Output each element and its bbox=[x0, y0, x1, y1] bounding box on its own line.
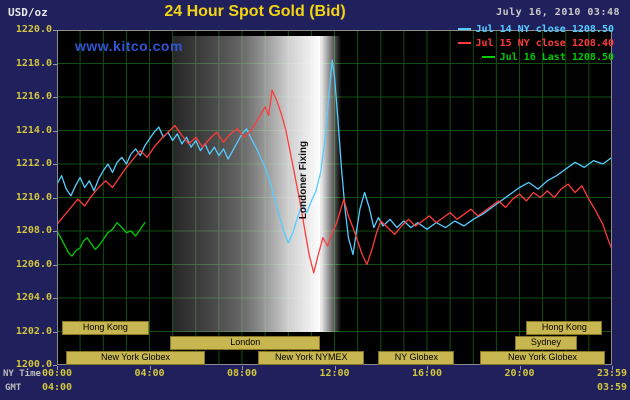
x-axis-tick bbox=[57, 366, 58, 370]
y-axis-label: 1200.0 bbox=[15, 359, 52, 370]
chart-title: 24 Hour Spot Gold (Bid) bbox=[164, 3, 346, 20]
x-axis-label: 20:00 bbox=[504, 368, 535, 379]
x-axis-label: 16:00 bbox=[411, 368, 443, 379]
gmt-row-label: GMT bbox=[5, 383, 22, 393]
chart-datetime: July 16, 2010 03:48 bbox=[496, 7, 620, 18]
x-axis-tick bbox=[149, 366, 151, 370]
x-axis-tick bbox=[519, 366, 521, 370]
plot-area: Londoner Fixing www.kitco.com Hong Kong H… bbox=[57, 30, 612, 365]
y-axis-label: 1206.0 bbox=[15, 258, 52, 270]
y-axis-label: 1208.0 bbox=[15, 225, 52, 236]
y-axis-tick bbox=[53, 97, 57, 98]
legend-item-1: Jul 15 NY close 1208.40 bbox=[457, 36, 614, 50]
x-axis-tick bbox=[612, 366, 613, 370]
y-axis-tick bbox=[53, 30, 57, 31]
london-fixing-label: Londoner Fixing bbox=[298, 141, 309, 219]
y-axis-label: 1216.0 bbox=[15, 91, 52, 102]
y-axis-label: 1210.0 bbox=[15, 191, 52, 203]
legend-item-0: Jul 14 NY close 1208.50 bbox=[457, 22, 614, 36]
chart-canvas: Londoner Fixing bbox=[57, 30, 612, 365]
x-axis-tick bbox=[334, 366, 336, 370]
x-axis-tick bbox=[242, 366, 243, 370]
session-band-new-york-globex: New York Globex bbox=[480, 351, 605, 365]
kitco-watermark: www.kitco.com bbox=[75, 38, 183, 54]
series-line-2 bbox=[57, 221, 146, 257]
x-axis-label: 04:00 bbox=[134, 368, 165, 379]
y-axis-label: 1218.0 bbox=[15, 57, 52, 69]
legend-line-marker bbox=[481, 56, 495, 58]
x-axis-tick bbox=[427, 366, 428, 370]
session-band-ny-globex: NY Globex bbox=[378, 351, 455, 365]
session-band-hong-kong: Hong Kong bbox=[526, 321, 603, 335]
session-band-new-york-globex: New York Globex bbox=[66, 351, 205, 365]
session-band-new-york-nymex: New York NYMEX bbox=[258, 351, 365, 365]
y-axis-label: 1202.0 bbox=[15, 325, 52, 337]
y-axis-unit-label: USD/oz bbox=[8, 6, 48, 19]
session-band-hong-kong: Hong Kong bbox=[61, 321, 150, 335]
y-axis-tick bbox=[53, 164, 57, 165]
y-axis-tick bbox=[53, 365, 57, 366]
x-axis-label: 08:00 bbox=[226, 368, 258, 379]
legend-label: Jul 15 NY close 1208.40 bbox=[475, 37, 614, 49]
legend-item-2: Jul 16 Last 1208.50 bbox=[458, 50, 614, 64]
y-axis-tick bbox=[53, 231, 57, 232]
session-band-sydney: Sydney bbox=[514, 336, 577, 350]
london-band-fade bbox=[320, 36, 342, 332]
y-axis-tick bbox=[53, 197, 57, 199]
y-axis-tick bbox=[53, 130, 57, 132]
y-axis-tick bbox=[53, 298, 57, 299]
legend-label: Jul 16 Last 1208.50 bbox=[499, 51, 614, 63]
legend-line-marker bbox=[457, 42, 471, 44]
y-axis-tick bbox=[53, 63, 57, 65]
y-axis-tick bbox=[53, 264, 57, 266]
y-axis-label: 1214.0 bbox=[15, 124, 52, 136]
y-axis-label: 1204.0 bbox=[15, 292, 52, 303]
gmt-axis-label: 03:59 bbox=[596, 382, 628, 393]
legend-label: Jul 14 NY close 1208.50 bbox=[475, 23, 614, 35]
legend-line-marker bbox=[457, 28, 471, 30]
y-axis-label: 1212.0 bbox=[15, 158, 52, 169]
x-axis-label: 12:00 bbox=[319, 368, 350, 379]
x-axis-label: 23:59 bbox=[596, 368, 628, 379]
y-axis-tick bbox=[53, 331, 57, 333]
legend: Jul 14 NY close 1208.50 Jul 15 NY close 1… bbox=[457, 22, 614, 64]
gmt-axis-label: 04:00 bbox=[41, 382, 73, 393]
session-band-london: London bbox=[170, 336, 321, 350]
series-line-0 bbox=[57, 59, 612, 256]
series-line-1 bbox=[57, 89, 612, 274]
ny-time-row-label: NY Time bbox=[3, 369, 41, 379]
x-axis-label: 00:00 bbox=[41, 368, 73, 379]
y-axis-label: 1220.0 bbox=[15, 24, 52, 35]
